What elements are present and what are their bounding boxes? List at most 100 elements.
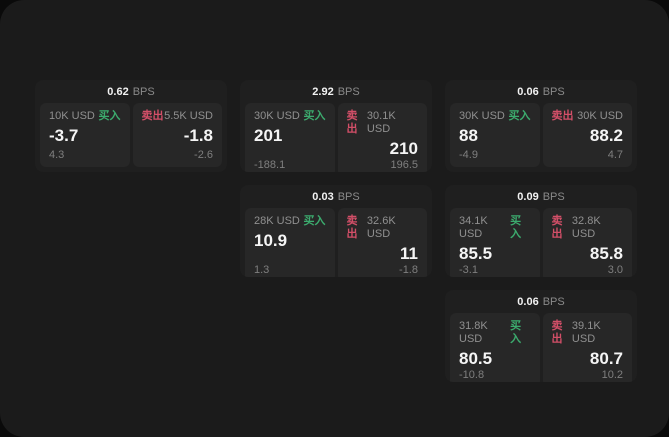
sell-sub-value: -1.8 [399,264,418,276]
sell-price: 85.8 [589,244,623,263]
buy-panel[interactable]: 10K USD 买入 -3.7 4.3 [40,103,130,167]
buy-panel-top: 28K USD 买入 [254,215,326,228]
sell-panel[interactable]: 卖出 5.5K USD -1.8 -2.6 [132,103,222,167]
card-header-bps: 0.06 BPS [445,80,637,103]
sell-side-label: 卖出 [551,110,574,122]
quote-card[interactable]: 0.09 BPS 34.1K USD 买入 85.5 -3.1 卖出 32.8K… [445,185,637,277]
quote-cards-grid: 0.62 BPS 10K USD 买入 -3.7 4.3 卖出 5.5K USD… [35,80,637,382]
sell-sub-value: 196.5 [390,159,418,171]
sell-panel-top: 卖出 5.5K USD [142,110,214,123]
buy-panel-top: 30K USD 买入 [254,110,326,123]
bps-value: 0.62 [107,85,129,98]
buy-panel[interactable]: 34.1K USD 买入 85.5 -3.1 [450,208,540,277]
buy-price: 80.5 [459,349,493,368]
sell-amount: 30.1K USD [366,110,396,135]
buy-sub-value: 4.3 [49,149,65,161]
sell-panel[interactable]: 卖出 39.1K USD 80.7 10.2 [542,313,632,382]
sell-amount: 30K USD [577,110,623,122]
buy-amount: 31.8K USD [459,320,488,345]
sell-panel-top: 卖出 30.1K USD [347,110,419,136]
sell-panel-top: 卖出 32.6K USD [347,215,419,241]
sell-price: 80.7 [589,349,623,368]
buy-price: -3.7 [49,126,79,145]
sell-side-label: 卖出 [551,320,563,345]
sell-amount: 32.8K USD [571,215,601,240]
sell-panel-top: 卖出 32.8K USD [552,215,624,241]
card-body: 30K USD 买入 88 -4.9 卖出 30K USD 88.2 4.7 [445,103,637,172]
sell-price: 210 [389,139,418,158]
sell-side-label: 卖出 [551,215,563,240]
buy-side-label: 买入 [510,215,522,240]
buy-price: 201 [254,126,283,145]
quote-card[interactable]: 0.06 BPS 30K USD 买入 88 -4.9 卖出 30K USD 8… [445,80,637,172]
buy-sub-value: 1.3 [254,264,270,276]
sell-panel[interactable]: 卖出 32.8K USD 85.8 3.0 [542,208,632,277]
sell-amount: 39.1K USD [571,320,601,345]
card-header-bps: 0.03 BPS [240,185,432,208]
buy-amount: 34.1K USD [459,215,488,240]
bps-suffix-label: BPS [542,190,565,203]
buy-sub-value: -4.9 [459,149,478,161]
card-header-bps: 2.92 BPS [240,80,432,103]
buy-side-label: 买入 [98,110,121,122]
bps-suffix-label: BPS [542,85,565,98]
buy-panel-top: 10K USD 买入 [49,110,121,123]
sell-price: 11 [400,244,418,263]
buy-panel-top: 31.8K USD 买入 [459,320,531,346]
sell-side-label: 卖出 [346,215,358,240]
buy-panel[interactable]: 30K USD 买入 88 -4.9 [450,103,540,167]
buy-sub-value: -3.1 [459,264,478,276]
buy-panel-top: 30K USD 买入 [459,110,531,123]
card-header-bps: 0.06 BPS [445,290,637,313]
sell-panel-top: 卖出 39.1K USD [552,320,624,346]
buy-side-label: 买入 [303,215,326,227]
buy-panel[interactable]: 30K USD 买入 201 -188.1 [245,103,335,172]
card-header-bps: 0.62 BPS [35,80,227,103]
buy-amount: 30K USD [254,110,300,122]
buy-sub-value: -10.8 [459,369,485,381]
card-body: 34.1K USD 买入 85.5 -3.1 卖出 32.8K USD 85.8… [445,208,637,277]
sell-side-label: 卖出 [346,110,358,135]
sell-panel[interactable]: 卖出 30K USD 88.2 4.7 [542,103,632,167]
card-body: 28K USD 买入 10.9 1.3 卖出 32.6K USD 11 -1.8 [240,208,432,277]
bps-value: 0.09 [517,190,539,203]
sell-price: 88.2 [589,126,623,145]
buy-sub-value: -188.1 [254,159,286,171]
sell-amount: 32.6K USD [366,215,396,240]
card-body: 30K USD 买入 201 -188.1 卖出 30.1K USD 210 1… [240,103,432,172]
buy-panel[interactable]: 31.8K USD 买入 80.5 -10.8 [450,313,540,382]
bps-suffix-label: BPS [132,85,155,98]
sell-panel[interactable]: 卖出 32.6K USD 11 -1.8 [337,208,427,277]
buy-panel-top: 34.1K USD 买入 [459,215,531,241]
sell-price: -1.8 [183,126,213,145]
buy-side-label: 买入 [510,320,522,345]
sell-sub-value: -2.6 [194,149,213,161]
quote-card[interactable]: 0.03 BPS 28K USD 买入 10.9 1.3 卖出 32.6K US… [240,185,432,277]
card-body: 31.8K USD 买入 80.5 -10.8 卖出 39.1K USD 80.… [445,313,637,382]
sell-amount: 5.5K USD [164,110,213,122]
buy-price: 85.5 [459,244,493,263]
bps-value: 0.06 [517,85,539,98]
sell-sub-value: 3.0 [607,264,623,276]
bps-value: 0.03 [312,190,334,203]
buy-side-label: 买入 [508,110,531,122]
buy-panel[interactable]: 28K USD 买入 10.9 1.3 [245,208,335,277]
buy-amount: 10K USD [49,110,95,122]
buy-amount: 28K USD [254,215,300,227]
buy-side-label: 买入 [303,110,326,122]
quote-card[interactable]: 0.06 BPS 31.8K USD 买入 80.5 -10.8 卖出 39.1… [445,290,637,382]
buy-amount: 30K USD [459,110,505,122]
sell-sub-value: 4.7 [607,149,623,161]
sell-panel[interactable]: 卖出 30.1K USD 210 196.5 [337,103,427,172]
bps-suffix-label: BPS [337,190,360,203]
bps-value: 0.06 [517,295,539,308]
quote-card[interactable]: 0.62 BPS 10K USD 买入 -3.7 4.3 卖出 5.5K USD… [35,80,227,172]
card-header-bps: 0.09 BPS [445,185,637,208]
card-body: 10K USD 买入 -3.7 4.3 卖出 5.5K USD -1.8 -2.… [35,103,227,172]
bps-suffix-label: BPS [337,85,360,98]
sell-panel-top: 卖出 30K USD [552,110,624,123]
quote-card[interactable]: 2.92 BPS 30K USD 买入 201 -188.1 卖出 30.1K … [240,80,432,172]
bps-value: 2.92 [312,85,334,98]
buy-price: 10.9 [254,231,288,250]
